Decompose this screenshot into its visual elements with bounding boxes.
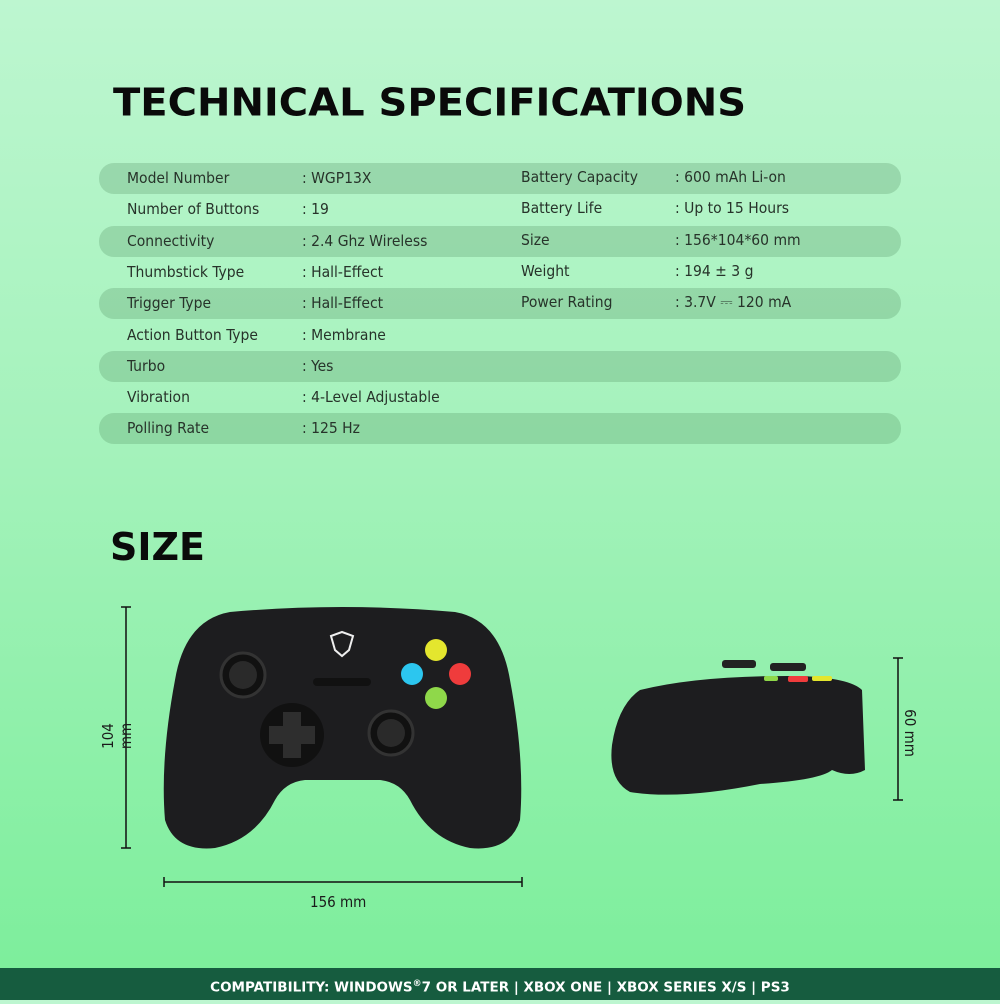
spec-value: : 4-Level Adjustable bbox=[302, 388, 440, 407]
spec-label: Polling Rate bbox=[127, 419, 210, 438]
size-title: SIZE bbox=[110, 525, 206, 569]
a-button bbox=[425, 687, 447, 709]
registered-mark: ® bbox=[412, 979, 422, 989]
spec-value: : 19 bbox=[302, 200, 329, 219]
spec-label: Power Rating bbox=[521, 293, 613, 312]
row-stripe bbox=[99, 288, 901, 320]
spec-label: Thumbstick Type bbox=[127, 262, 245, 281]
spec-value: : Hall-Effect bbox=[302, 294, 384, 313]
spec-label: Action Button Type bbox=[127, 325, 258, 344]
width-dimension-line bbox=[163, 877, 523, 887]
spec-value: : 125 Hz bbox=[302, 419, 360, 438]
spec-label: Trigger Type bbox=[127, 294, 212, 313]
spec-label: Number of Buttons bbox=[127, 200, 260, 219]
spec-label: Battery Capacity bbox=[521, 168, 638, 186]
spec-value: : 600 mAh Li-on bbox=[675, 168, 786, 186]
page-title: TECHNICAL SPECIFICATIONS bbox=[113, 81, 747, 125]
controller-side bbox=[611, 660, 865, 795]
footer-suffix: 7 OR LATER | XBOX ONE | XBOX SERIES X/S … bbox=[421, 979, 790, 996]
row-stripe bbox=[99, 225, 901, 257]
spec-value: : 156*104*60 mm bbox=[675, 230, 801, 249]
row-stripe bbox=[99, 413, 901, 445]
controller-front bbox=[163, 607, 522, 849]
b-button bbox=[449, 663, 471, 685]
spec-label: Model Number bbox=[127, 169, 230, 187]
spec-value: : 2.4 Ghz Wireless bbox=[302, 231, 428, 250]
spec-label: Weight bbox=[521, 261, 570, 280]
depth-label: 60 mm bbox=[901, 709, 919, 757]
spec-value: : 3.7V ⎓ 120 mA bbox=[675, 293, 792, 312]
height-label: 104 mm bbox=[99, 722, 135, 750]
row-stripe bbox=[99, 350, 901, 382]
depth-dimension-line bbox=[893, 657, 903, 801]
spec-label: Vibration bbox=[127, 388, 190, 407]
spec-value: : WGP13X bbox=[302, 169, 372, 187]
compatibility-footer: COMPATIBILITY: WINDOWS®7 OR LATER | XBOX… bbox=[0, 968, 1000, 1000]
spec-label: Battery Life bbox=[521, 199, 603, 218]
width-label: 156 mm bbox=[310, 893, 367, 911]
spec-label: Turbo bbox=[127, 356, 166, 375]
spec-value: : Membrane bbox=[302, 325, 386, 344]
spec-label: Connectivity bbox=[127, 231, 215, 250]
spec-value: : Up to 15 Hours bbox=[675, 199, 790, 218]
spec-label: Size bbox=[521, 230, 550, 249]
x-button bbox=[401, 663, 423, 685]
height-dimension-line bbox=[121, 606, 131, 849]
y-button bbox=[425, 639, 447, 661]
footer-prefix: COMPATIBILITY: WINDOWS bbox=[210, 979, 413, 996]
spec-value: : 194 ± 3 g bbox=[675, 261, 754, 280]
row-stripe bbox=[99, 163, 901, 194]
spec-value: : Yes bbox=[302, 356, 334, 375]
spec-value: : Hall-Effect bbox=[302, 262, 384, 281]
